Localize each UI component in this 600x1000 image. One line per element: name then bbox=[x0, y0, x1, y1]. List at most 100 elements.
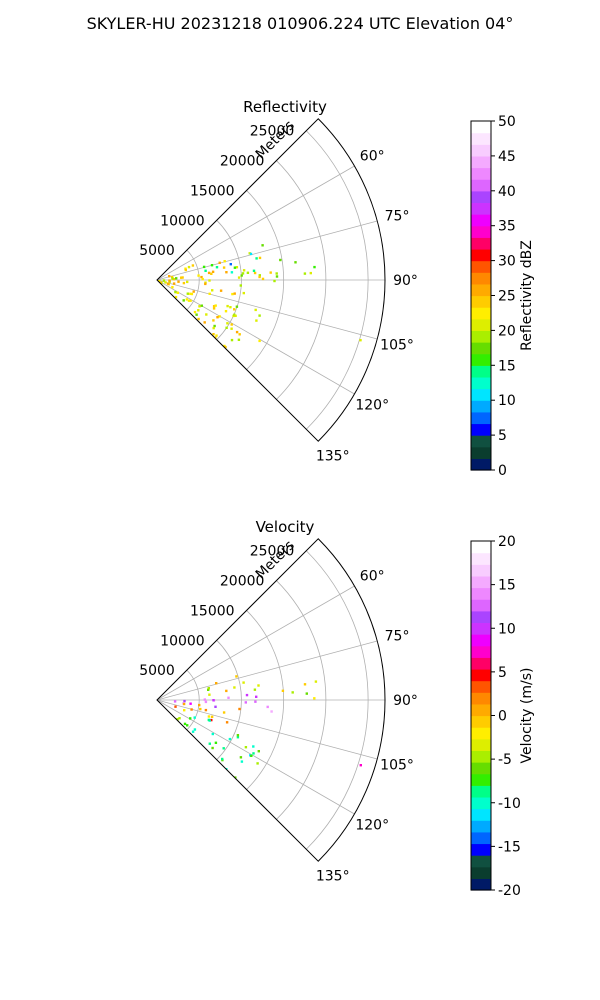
azimuth-gridline bbox=[157, 585, 355, 701]
echo-pixel bbox=[200, 275, 203, 279]
azimuth-tick-label: 60° bbox=[360, 149, 385, 165]
colorbar: -20 -15 -10 -5 0 5 10 15 20 Velocity (m/s) bbox=[470, 534, 535, 899]
echo-pixel bbox=[252, 752, 255, 755]
echo-pixel bbox=[197, 274, 200, 277]
sector-outline bbox=[156, 118, 386, 442]
echo-pixel bbox=[204, 708, 208, 712]
echo-pixel bbox=[305, 692, 308, 695]
colorbar-swatch bbox=[471, 353, 491, 366]
echo-pixel bbox=[269, 271, 272, 274]
azimuth-gridline bbox=[157, 220, 378, 281]
echo-pixel bbox=[230, 323, 233, 326]
echo-pixel bbox=[215, 266, 219, 269]
echo-pixel bbox=[258, 275, 261, 279]
colorbar-swatch bbox=[471, 541, 491, 554]
echo-pixel bbox=[279, 258, 282, 262]
echo-pixel bbox=[207, 718, 210, 722]
range-tick-label: 5000 bbox=[139, 663, 175, 679]
echo-pixel bbox=[171, 277, 174, 280]
range-tick-label: 15000 bbox=[190, 603, 235, 619]
echo-pixel bbox=[203, 698, 206, 701]
echo-pixel bbox=[197, 309, 200, 312]
echo-pixel bbox=[237, 276, 241, 279]
echo-pixel bbox=[202, 265, 206, 269]
colorbar-swatch bbox=[471, 610, 491, 624]
colorbar-tick-label: 15 bbox=[498, 578, 516, 594]
echo-pixel bbox=[214, 741, 218, 744]
panel-title: Velocity bbox=[256, 518, 315, 536]
echo-pixel bbox=[256, 762, 259, 765]
echo-pixel bbox=[246, 271, 250, 274]
echo-pixel bbox=[199, 707, 202, 711]
echo-pixel bbox=[303, 683, 307, 686]
echo-pixel bbox=[303, 272, 307, 275]
colorbar-swatch bbox=[471, 458, 491, 471]
echo-pixel bbox=[176, 291, 179, 294]
echo-pixel bbox=[226, 322, 229, 325]
echo-pixel bbox=[226, 304, 229, 308]
echo-pixel bbox=[218, 315, 221, 318]
echo-pixel bbox=[208, 742, 211, 745]
colorbar-swatch bbox=[471, 132, 491, 145]
echo-pixel bbox=[186, 724, 189, 727]
polar-grid bbox=[157, 538, 385, 862]
echo-pixel bbox=[224, 345, 227, 349]
echo-pixel bbox=[183, 722, 187, 726]
colorbar-swatch bbox=[471, 295, 491, 308]
echo-pixel bbox=[255, 695, 258, 698]
echo-pixel bbox=[275, 275, 279, 278]
echo-pixel bbox=[230, 327, 233, 330]
echo-pixel bbox=[221, 757, 224, 761]
echo-pixel bbox=[236, 736, 240, 739]
echo-pixel bbox=[191, 730, 195, 733]
echo-pixel bbox=[225, 689, 228, 693]
colorbar-tick-label: 20 bbox=[498, 534, 516, 550]
azimuth-tick-label: 90° bbox=[393, 273, 418, 289]
echo-pixel bbox=[192, 290, 195, 293]
echo-pixel bbox=[175, 277, 178, 280]
echo-pixel bbox=[245, 693, 249, 697]
echo-pixel bbox=[239, 756, 243, 759]
echo-pixel bbox=[359, 764, 362, 767]
colorbar-swatch bbox=[471, 214, 491, 227]
echo-pixel bbox=[189, 717, 192, 720]
echo-pixel bbox=[207, 715, 211, 718]
colorbar-tick-label: 15 bbox=[498, 358, 516, 374]
colorbar-tick-label: 10 bbox=[498, 393, 516, 409]
range-tick-label: 5000 bbox=[139, 243, 175, 259]
echo-pixel bbox=[281, 689, 285, 692]
echo-pixel bbox=[182, 281, 186, 285]
azimuth-gridline bbox=[157, 640, 378, 701]
echo-pixel bbox=[216, 316, 219, 319]
colorbar-swatch bbox=[471, 202, 491, 215]
echo-pixel bbox=[207, 688, 210, 691]
echo-pixel bbox=[210, 715, 214, 718]
colorbar-swatch bbox=[471, 167, 491, 180]
echo-pixel bbox=[266, 705, 269, 709]
colorbar-tick-label: 5 bbox=[498, 665, 507, 681]
echo-pixel bbox=[213, 324, 216, 328]
echo-pixel bbox=[168, 275, 171, 278]
echo-pixel bbox=[214, 705, 217, 708]
colorbar-swatch bbox=[471, 552, 491, 565]
echo-pixel bbox=[313, 265, 316, 269]
echo-pixel bbox=[200, 304, 203, 307]
echo-pixel bbox=[214, 304, 217, 307]
echo-pixel bbox=[190, 708, 193, 711]
echo-pixel bbox=[228, 737, 232, 741]
colorbar-tick-label: 40 bbox=[498, 184, 516, 200]
colorbar-swatch bbox=[471, 237, 491, 250]
echo-pixel bbox=[174, 705, 177, 708]
echo-pixel bbox=[183, 699, 186, 703]
echo-pixel bbox=[275, 272, 278, 275]
colorbar-swatch bbox=[471, 190, 491, 204]
colorbar-tick-label: 35 bbox=[498, 219, 516, 235]
colorbar-swatch bbox=[471, 423, 491, 436]
echo-pixel bbox=[229, 306, 232, 309]
colorbar-swatch bbox=[471, 796, 491, 810]
echo-pixel bbox=[238, 707, 241, 711]
echo-pixel bbox=[204, 700, 208, 704]
echo-field bbox=[157, 244, 362, 349]
colorbar-swatch bbox=[471, 342, 491, 355]
